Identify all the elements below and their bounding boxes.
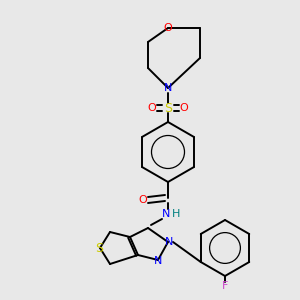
Text: N: N — [154, 256, 162, 266]
Text: O: O — [164, 23, 172, 33]
Text: N: N — [165, 237, 173, 247]
Text: S: S — [95, 242, 103, 254]
Text: O: O — [148, 103, 156, 113]
Text: N: N — [164, 83, 172, 93]
Text: O: O — [139, 195, 147, 205]
Text: S: S — [164, 101, 172, 115]
Text: N: N — [162, 209, 170, 219]
Text: H: H — [172, 209, 180, 219]
Text: F: F — [222, 281, 228, 291]
Text: O: O — [180, 103, 188, 113]
